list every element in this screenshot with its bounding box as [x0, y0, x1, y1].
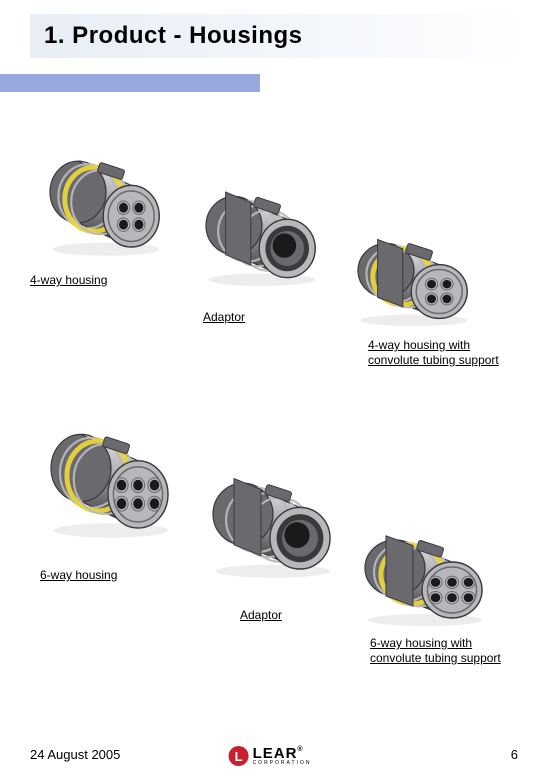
logo-text: LEAR® CORPORATION	[253, 746, 312, 766]
connector-adaptor-1	[192, 184, 332, 288]
footer-page-number: 6	[511, 747, 518, 762]
label-4way-convolute: 4-way housing with convolute tubing supp…	[368, 338, 508, 368]
connector-6way-housing	[36, 420, 186, 540]
label-adaptor-2: Adaptor	[240, 608, 282, 623]
company-logo: L LEAR® CORPORATION	[229, 746, 312, 766]
label-4way-housing: 4-way housing	[30, 273, 107, 288]
connector-4way-convolute	[344, 232, 484, 328]
connector-4way-housing	[36, 148, 176, 258]
logo-name: LEAR®	[253, 746, 312, 761]
footer-date: 24 August 2005	[30, 747, 120, 762]
label-adaptor-1: Adaptor	[203, 310, 245, 325]
title-band: 1. Product - Housings	[30, 14, 530, 58]
logo-mark: L	[229, 746, 249, 766]
connector-6way-convolute	[350, 528, 500, 628]
page-title: 1. Product - Housings	[44, 22, 303, 50]
label-6way-housing: 6-way housing	[40, 568, 117, 583]
label-6way-convolute: 6-way housing with convolute tubing supp…	[370, 636, 510, 666]
connector-adaptor-2	[198, 470, 348, 580]
accent-bar	[0, 74, 260, 92]
logo-sub: CORPORATION	[253, 761, 312, 766]
